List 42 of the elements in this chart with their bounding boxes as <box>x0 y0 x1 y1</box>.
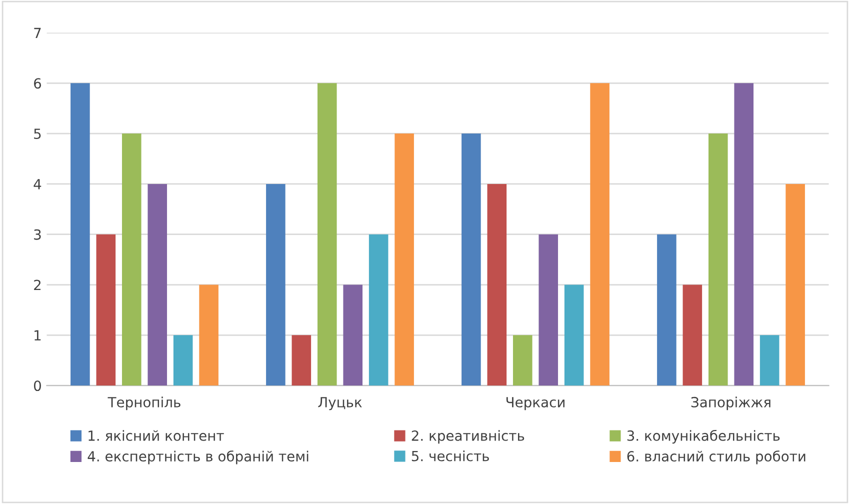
bar <box>590 83 610 386</box>
bar <box>292 335 312 386</box>
bar <box>708 134 728 386</box>
bar <box>317 83 337 386</box>
y-tick-label: 2 <box>34 280 40 290</box>
bar <box>462 134 481 386</box>
y-tick-label: 3 <box>34 229 41 240</box>
y-tick-label: 0 <box>34 380 41 392</box>
bar <box>266 184 286 386</box>
legend-label: 6. власний стиль роботи <box>627 450 806 464</box>
bar <box>173 335 193 386</box>
legend-label: 2. креативність <box>412 430 524 444</box>
legend-label: 1. якісний контент <box>88 430 224 441</box>
x-tick-label: Запоріжжя <box>691 396 770 410</box>
y-tick-label: 6 <box>34 78 42 89</box>
x-tick-label: Тернопіль <box>108 396 180 410</box>
bar <box>487 184 507 386</box>
x-tick-label: Луцьк <box>318 397 362 410</box>
legend-label: 4. експертність в обраній темі <box>88 450 308 464</box>
x-tick-label: Черкаси <box>506 397 564 410</box>
bar <box>96 234 116 386</box>
bar <box>122 134 142 386</box>
y-tick-label: 7 <box>34 28 41 38</box>
bar <box>734 83 754 386</box>
legend-label: 3. комунікабельність <box>627 430 780 444</box>
bar <box>538 234 558 386</box>
bar <box>199 284 218 386</box>
bar <box>512 335 532 386</box>
bar <box>657 234 676 386</box>
bar <box>564 284 584 386</box>
bar <box>343 284 363 386</box>
bar <box>368 234 388 386</box>
legend-label: 5. чесність <box>412 450 489 462</box>
y-tick-label: 4 <box>34 179 42 190</box>
bar <box>786 184 805 386</box>
bar <box>760 335 780 386</box>
y-tick-label: 1 <box>34 330 41 340</box>
bar <box>394 134 414 386</box>
bar <box>70 83 90 386</box>
bar <box>682 284 702 386</box>
y-tick-label: 5 <box>34 128 41 140</box>
bar <box>148 184 168 386</box>
